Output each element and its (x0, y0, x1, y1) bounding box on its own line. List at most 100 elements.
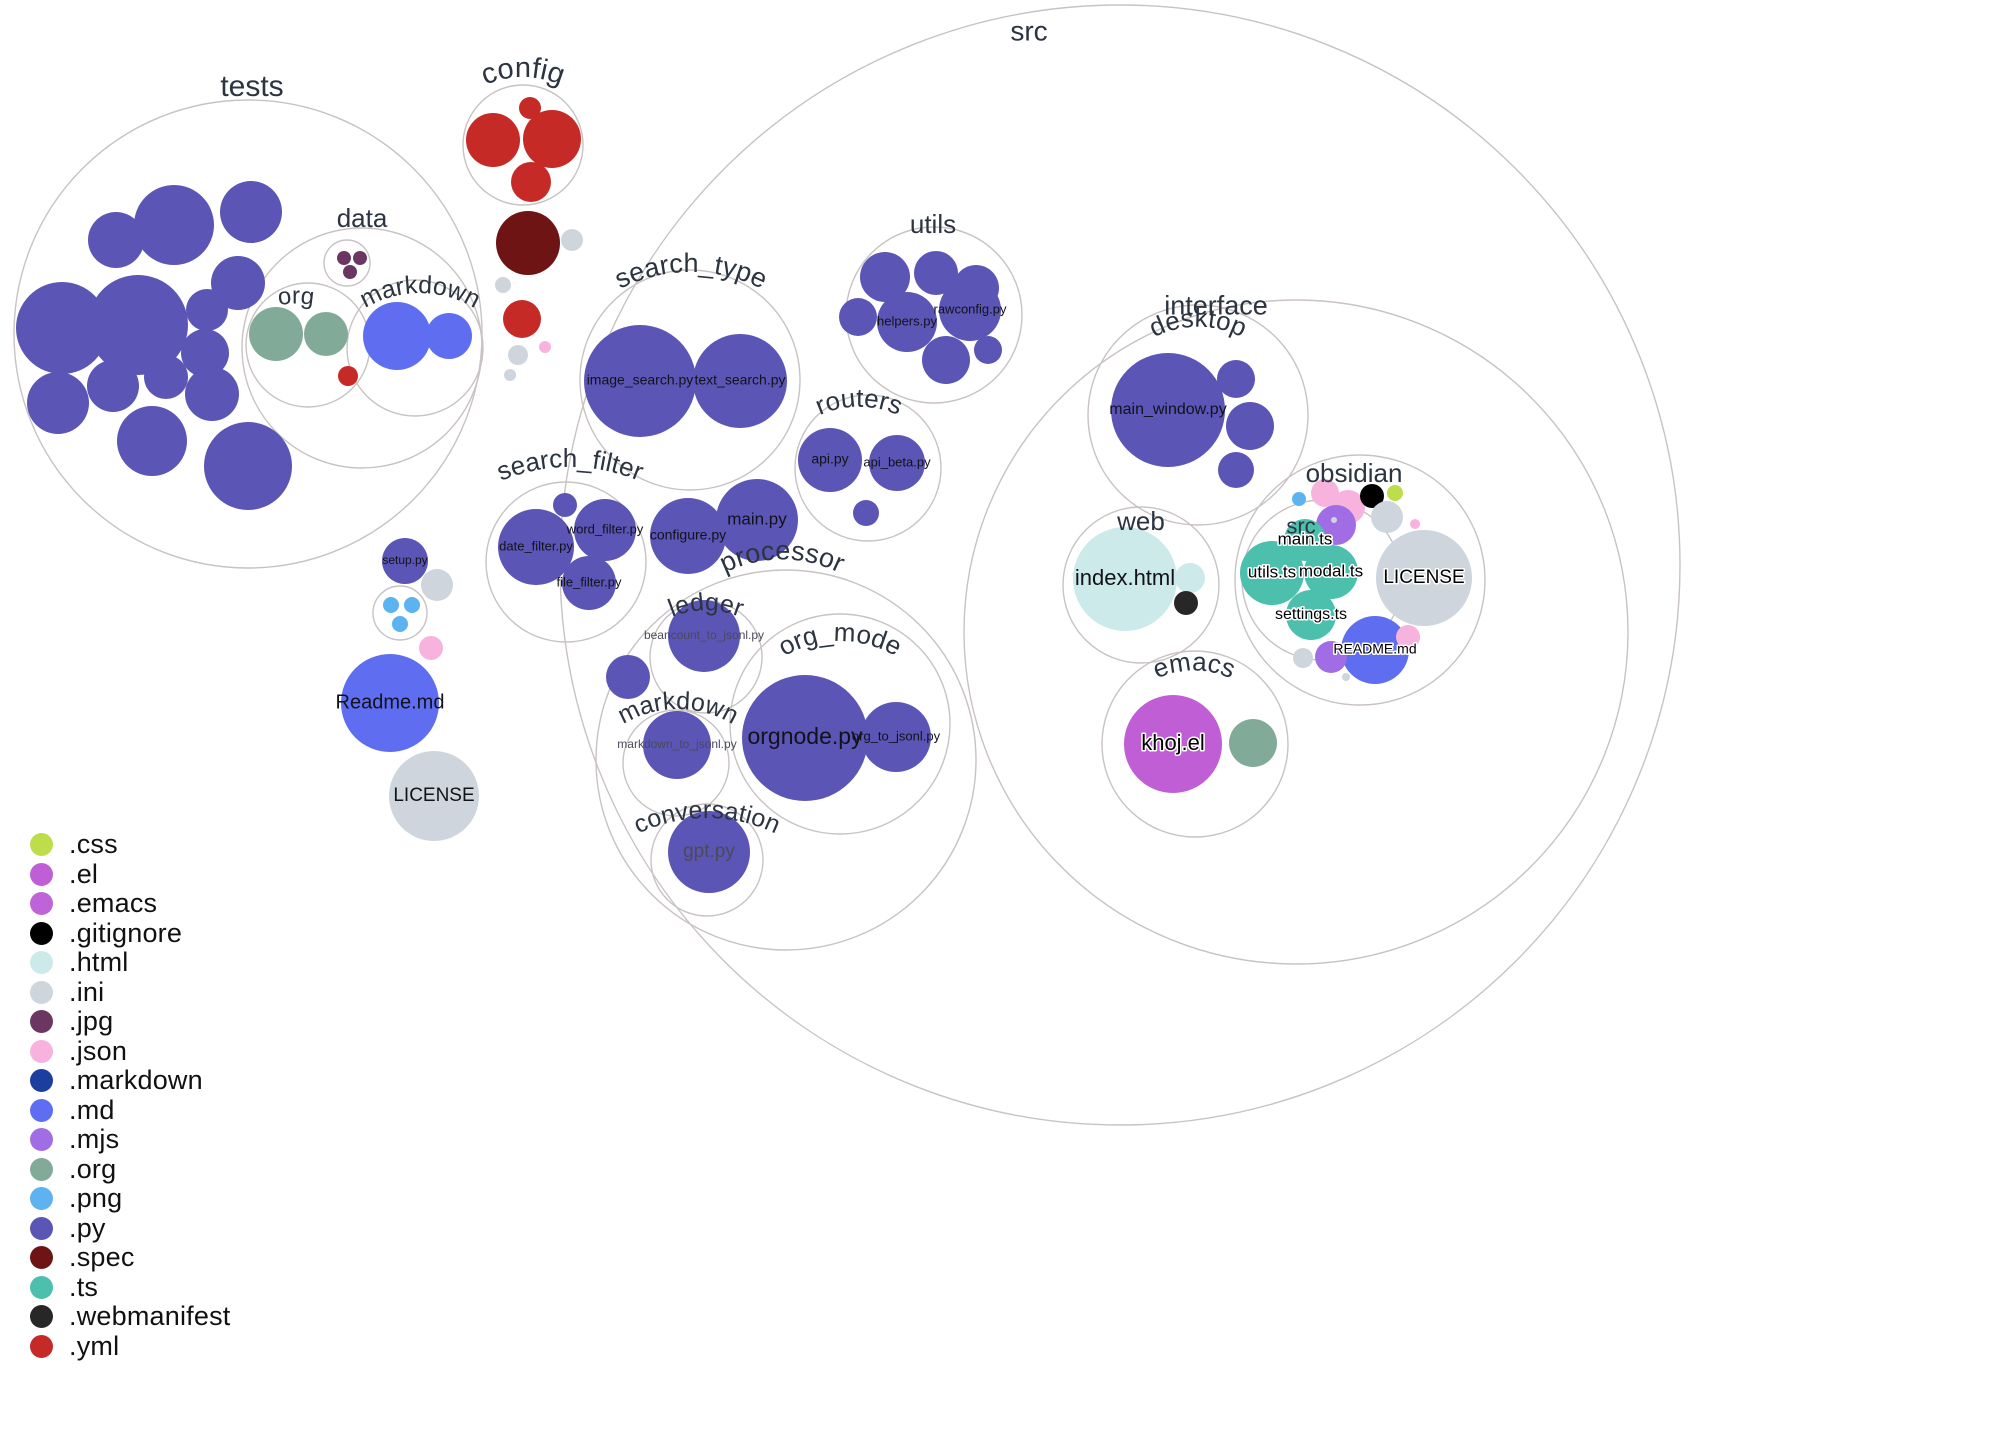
file-circle-gpt-py[interactable] (668, 811, 750, 893)
group-circle-conversation[interactable] (650, 803, 764, 917)
legend-item[interactable]: .org (30, 1154, 230, 1185)
file-circle-png-54[interactable] (383, 597, 399, 613)
file-circle-md-21[interactable] (426, 313, 472, 359)
file-circle-license[interactable] (389, 751, 479, 841)
file-circle-py-67[interactable] (1217, 360, 1255, 398)
file-circle-ini-93[interactable] (1342, 673, 1350, 681)
file-circle-ini-79[interactable] (1331, 517, 1337, 523)
group-circle-config[interactable] (462, 84, 584, 206)
file-circle-helpers-py[interactable] (877, 292, 937, 352)
file-circle-py-0[interactable] (16, 282, 108, 374)
file-circle-khoj-el[interactable] (1124, 695, 1222, 793)
file-circle-readme-md[interactable] (341, 654, 439, 752)
file-circle-py-35[interactable] (860, 252, 910, 302)
legend-item[interactable]: .mjs (30, 1124, 230, 1155)
file-circle-org-74[interactable] (1229, 719, 1277, 767)
file-circle-ini-28[interactable] (495, 277, 511, 293)
file-circle-word-filter-py[interactable] (574, 499, 636, 561)
file-circle-py-45[interactable] (853, 500, 879, 526)
file-circle-jpg-18[interactable] (343, 265, 357, 279)
legend-item[interactable]: .markdown (30, 1065, 230, 1096)
file-circle-py-4[interactable] (211, 256, 265, 310)
file-circle-json-76[interactable] (1311, 479, 1339, 507)
legend-item[interactable]: .el (30, 859, 230, 890)
file-circle-py-69[interactable] (1218, 452, 1254, 488)
group-circle-routers[interactable] (794, 394, 942, 542)
legend-item[interactable]: .png (30, 1183, 230, 1214)
file-circle-py-1[interactable] (88, 212, 144, 268)
file-circle-org-to-jsonl-py[interactable] (861, 702, 931, 772)
file-circle-jpg-16[interactable] (337, 251, 351, 265)
file-circle-setup-py[interactable] (382, 538, 428, 584)
file-circle-yml-19[interactable] (338, 366, 358, 386)
file-circle-license[interactable] (1376, 530, 1472, 626)
file-circle-readme-md[interactable] (1341, 616, 1409, 684)
group-circle-search_filter[interactable] (485, 481, 647, 643)
legend-item[interactable]: .ini (30, 977, 230, 1008)
file-circle-png-75[interactable] (1292, 492, 1306, 506)
file-circle-api-beta-py[interactable] (869, 435, 925, 491)
file-circle-png-55[interactable] (404, 597, 420, 613)
file-circle-py-2[interactable] (134, 185, 214, 265)
file-circle-py-5[interactable] (88, 275, 188, 375)
file-circle-py-13[interactable] (204, 422, 292, 510)
legend-item[interactable]: .spec (30, 1242, 230, 1273)
file-circle-py-7[interactable] (181, 329, 229, 377)
file-circle-file-filter-py[interactable] (562, 556, 616, 610)
group-circle-web[interactable] (1062, 506, 1220, 664)
file-circle-css-81[interactable] (1387, 485, 1403, 501)
file-circle-beancount-to-jsonl-py[interactable] (668, 600, 740, 672)
file-circle-yml-24[interactable] (523, 110, 581, 168)
file-circle-py-9[interactable] (87, 360, 139, 412)
file-circle-org-14[interactable] (249, 307, 303, 361)
group-circle-search_type[interactable] (579, 269, 801, 491)
file-circle-py-47[interactable] (553, 493, 577, 517)
legend-item[interactable]: .html (30, 947, 230, 978)
file-circle-yml-23[interactable] (466, 113, 520, 167)
file-circle-yml-25[interactable] (511, 162, 551, 202)
file-circle-utils-ts[interactable] (1240, 541, 1304, 605)
file-circle-gitignore-80[interactable] (1360, 484, 1384, 508)
file-circle-index-html[interactable] (1073, 527, 1177, 631)
group-circle-data[interactable] (241, 227, 483, 469)
file-circle-webmanifest-72[interactable] (1174, 591, 1198, 615)
file-circle-py-12[interactable] (117, 406, 187, 476)
file-circle-html-71[interactable] (1175, 563, 1205, 593)
legend-item[interactable]: .webmanifest (30, 1301, 230, 1332)
file-circle-jpg-17[interactable] (353, 251, 367, 265)
group-circle-desktop[interactable] (1087, 304, 1309, 526)
file-circle-py-6[interactable] (186, 289, 228, 331)
file-circle-ini-82[interactable] (1371, 501, 1403, 533)
file-circle-settings-ts[interactable] (1286, 590, 1336, 640)
group-circle-org_mode[interactable] (729, 613, 951, 835)
file-circle-configure-py[interactable] (650, 498, 726, 574)
group-circle-data-markdown[interactable] (346, 279, 484, 417)
legend-item[interactable]: .jpg (30, 1006, 230, 1037)
file-circle-py-42[interactable] (974, 336, 1002, 364)
file-circle-md-20[interactable] (363, 302, 431, 370)
file-circle-mjs-78[interactable] (1316, 505, 1356, 545)
file-circle-ini-92[interactable] (1293, 648, 1313, 668)
legend-item[interactable]: .emacs (30, 888, 230, 919)
group-circle-obsidian[interactable] (1234, 454, 1486, 706)
file-circle-yml-22[interactable] (519, 97, 541, 119)
file-circle-py-41[interactable] (922, 336, 970, 384)
file-circle-ini-53[interactable] (421, 569, 453, 601)
file-circle-py-8[interactable] (27, 372, 89, 434)
file-circle-py-11[interactable] (185, 367, 239, 421)
file-circle-json-83[interactable] (1410, 519, 1420, 529)
file-circle-json-90[interactable] (1396, 625, 1420, 649)
legend-item[interactable]: .gitignore (30, 918, 230, 949)
file-circle-mjs-91[interactable] (1315, 641, 1347, 673)
file-circle-modal-ts[interactable] (1304, 545, 1358, 599)
file-circle-json-57[interactable] (419, 636, 443, 660)
file-circle-py-36[interactable] (914, 251, 958, 295)
file-circle-orgnode-py[interactable] (742, 675, 868, 801)
file-circle-main-py[interactable] (716, 479, 798, 561)
file-circle-org-15[interactable] (304, 312, 348, 356)
file-circle-ini-32[interactable] (504, 369, 516, 381)
file-circle-yml-29[interactable] (503, 300, 541, 338)
file-circle-spec-26[interactable] (496, 211, 560, 275)
group-circle-interface[interactable] (963, 299, 1629, 965)
legend-item[interactable]: .md (30, 1095, 230, 1126)
